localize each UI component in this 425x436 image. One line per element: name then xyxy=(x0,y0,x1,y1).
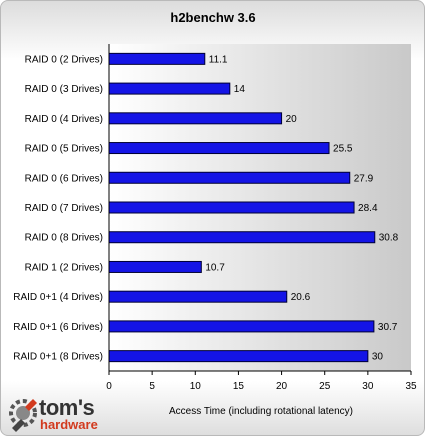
bar xyxy=(108,82,231,95)
category-label: RAID 0 (3 Drives) xyxy=(25,84,103,95)
value-label: 27.9 xyxy=(354,173,374,184)
logo-subtitle: hardware xyxy=(40,417,98,432)
bar xyxy=(108,260,202,273)
bar xyxy=(108,142,330,155)
category-label: RAID 1 (2 Drives) xyxy=(25,262,103,273)
value-label: 11.1 xyxy=(209,54,228,65)
value-label: 28.4 xyxy=(358,203,378,214)
bar xyxy=(108,171,351,184)
value-label: 30 xyxy=(372,352,384,363)
bar xyxy=(108,201,355,214)
category-label: RAID 0 (7 Drives) xyxy=(25,203,103,214)
category-label: RAID 0 (4 Drives) xyxy=(25,114,103,125)
x-tick-label: 15 xyxy=(233,381,245,392)
bar xyxy=(108,231,376,244)
category-label: RAID 0 (6 Drives) xyxy=(25,173,103,184)
x-tick-label: 0 xyxy=(106,381,112,392)
category-label: RAID 0 (5 Drives) xyxy=(25,144,103,155)
value-label: 25.5 xyxy=(333,144,353,155)
value-label: 30.8 xyxy=(379,233,399,244)
category-label: RAID 0 (2 Drives) xyxy=(25,54,103,65)
bar xyxy=(108,290,288,303)
category-label: RAID 0+1 (8 Drives) xyxy=(13,352,103,363)
chart-title: h2benchw 3.6 xyxy=(170,10,255,25)
logo-wordmark: tom's xyxy=(39,395,95,420)
wrench-gear-icon xyxy=(9,399,37,432)
category-label: RAID 0 (8 Drives) xyxy=(25,233,103,244)
category-label: RAID 0+1 (4 Drives) xyxy=(13,292,103,303)
x-tick-label: 5 xyxy=(149,381,155,392)
x-axis-label: Access Time (including rotational latenc… xyxy=(169,406,353,417)
value-label: 14 xyxy=(234,84,246,95)
category-label: RAID 0+1 (6 Drives) xyxy=(13,322,103,333)
bar xyxy=(108,350,369,363)
bar xyxy=(108,112,283,125)
value-label: 20.6 xyxy=(291,292,311,303)
x-tick-label: 10 xyxy=(190,381,202,392)
x-tick-label: 20 xyxy=(276,381,288,392)
value-label: 30.7 xyxy=(378,322,398,333)
value-label: 20 xyxy=(286,114,298,125)
bar xyxy=(108,320,375,333)
toms-hardware-logo: tom's hardware xyxy=(7,395,107,435)
value-label: 10.7 xyxy=(205,262,225,273)
x-tick-label: 35 xyxy=(405,381,417,392)
bar xyxy=(108,52,206,65)
x-tick-label: 30 xyxy=(362,381,374,392)
x-tick-label: 25 xyxy=(319,381,331,392)
